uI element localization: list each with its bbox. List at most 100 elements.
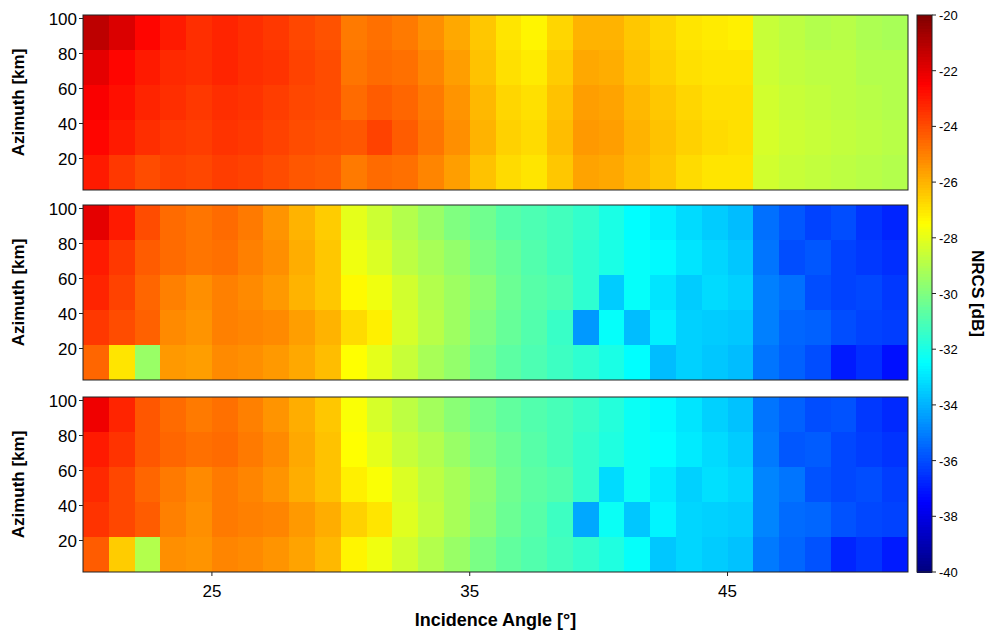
cell — [238, 85, 264, 121]
cell — [831, 467, 857, 503]
x-tick-label: 35 — [460, 582, 479, 601]
cell — [160, 240, 186, 276]
y-axis-title: Azimuth [km] — [9, 49, 28, 157]
cell — [831, 15, 857, 51]
cell — [496, 432, 522, 468]
cell — [779, 120, 805, 156]
cell — [212, 432, 238, 468]
cell — [573, 537, 599, 572]
cell — [521, 537, 547, 572]
x-axis-title: Incidence Angle [°] — [415, 610, 577, 630]
cell — [341, 537, 367, 572]
cell — [676, 120, 702, 156]
y-tick — [79, 18, 83, 19]
cell — [135, 432, 161, 468]
cell — [418, 15, 444, 51]
cell — [392, 15, 418, 51]
cell — [521, 240, 547, 276]
cell — [650, 345, 676, 380]
cell — [341, 120, 367, 156]
cell — [186, 50, 212, 86]
cell — [444, 155, 470, 190]
cell — [599, 467, 625, 503]
cell — [212, 537, 238, 572]
cell — [676, 15, 702, 51]
cell — [263, 240, 289, 276]
y-tick — [79, 348, 83, 349]
colorbar-tick-label: -36 — [939, 454, 958, 469]
cell — [186, 240, 212, 276]
y-tick — [79, 313, 83, 314]
cell — [160, 120, 186, 156]
cell — [470, 240, 496, 276]
cell — [624, 15, 650, 51]
colorbar-tick — [932, 126, 936, 127]
cell — [650, 537, 676, 572]
cell — [753, 397, 779, 433]
y-tick-label: 100 — [49, 200, 77, 219]
cell — [496, 345, 522, 380]
cell — [882, 155, 908, 190]
cell — [496, 205, 522, 241]
cell — [831, 345, 857, 380]
cell — [392, 205, 418, 241]
cell — [805, 205, 831, 241]
cell — [160, 345, 186, 380]
cell — [702, 467, 728, 503]
cell — [728, 502, 754, 538]
cell — [882, 537, 908, 572]
cell — [650, 240, 676, 276]
cell — [392, 240, 418, 276]
cell — [805, 432, 831, 468]
cell — [212, 345, 238, 380]
cell — [573, 467, 599, 503]
cell — [676, 240, 702, 276]
cell — [238, 502, 264, 538]
cell — [702, 397, 728, 433]
cell — [882, 50, 908, 86]
cell — [547, 205, 573, 241]
cell — [753, 310, 779, 346]
colorbar-tick-label: -28 — [939, 231, 958, 246]
cell — [650, 397, 676, 433]
cell — [83, 537, 109, 572]
y-tick — [79, 540, 83, 541]
cell — [109, 537, 135, 572]
cell — [831, 50, 857, 86]
cell — [882, 120, 908, 156]
cell — [805, 467, 831, 503]
y-tick — [79, 123, 83, 124]
cell — [521, 502, 547, 538]
cell — [521, 397, 547, 433]
cell — [315, 85, 341, 121]
cell — [418, 205, 444, 241]
cell — [650, 205, 676, 241]
cell — [135, 467, 161, 503]
cell — [289, 205, 315, 241]
cell — [418, 537, 444, 572]
cell — [212, 310, 238, 346]
cell — [547, 310, 573, 346]
panel: 20406080100253545Azimuth [km]Incidence A… — [9, 392, 909, 631]
cell — [805, 50, 831, 86]
cell — [212, 240, 238, 276]
cell — [779, 155, 805, 190]
cell — [135, 205, 161, 241]
cell — [547, 275, 573, 311]
cell — [238, 205, 264, 241]
cell — [315, 432, 341, 468]
cell — [702, 85, 728, 121]
cell — [779, 85, 805, 121]
cell — [418, 120, 444, 156]
cell — [753, 15, 779, 51]
y-tick — [79, 243, 83, 244]
cell — [341, 432, 367, 468]
cell — [289, 310, 315, 346]
cell — [496, 85, 522, 121]
cell — [160, 205, 186, 241]
cell — [444, 15, 470, 51]
cell — [882, 310, 908, 346]
cell — [418, 397, 444, 433]
cell — [831, 502, 857, 538]
cell — [856, 240, 882, 276]
